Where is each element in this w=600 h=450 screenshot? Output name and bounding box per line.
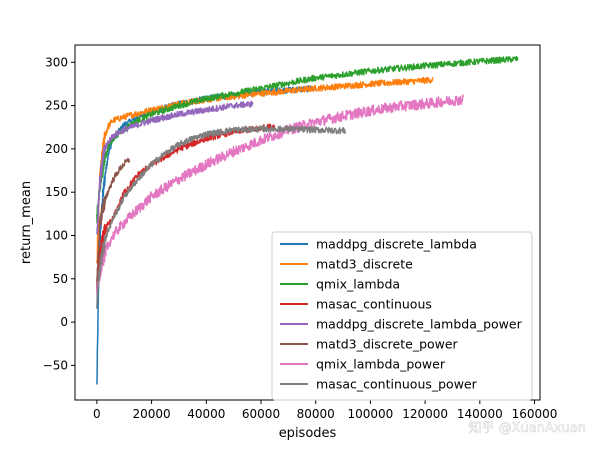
x-axis: 0 20000 40000 60000 80000 100000 120000 140000 1… <box>93 400 557 421</box>
legend-label: qmix_lambda_power <box>316 357 446 372</box>
series-line-qmix_lambda_power <box>96 94 464 295</box>
legend-label: maddpg_discrete_lambda <box>316 237 477 252</box>
x-tick-label: 160000 <box>512 407 558 421</box>
series-layer <box>96 55 519 385</box>
y-axis-label: return_mean <box>19 181 34 264</box>
legend-label: qmix_lambda <box>316 277 400 292</box>
watermark: 知乎 @XuanAxuan <box>468 420 586 436</box>
series-line-matd3_discrete <box>96 76 434 264</box>
y-tick-label: 250 <box>45 99 68 113</box>
y-tick-label: −50 <box>43 358 68 372</box>
series-line-masac_continuous_power <box>96 125 347 309</box>
legend-label: masac_continuous_power <box>316 377 478 392</box>
series-line-qmix_lambda <box>96 55 519 224</box>
legend-label: maddpg_discrete_lambda_power <box>316 317 523 332</box>
legend-label: matd3_discrete <box>316 257 413 272</box>
y-tick-label: 200 <box>45 142 68 156</box>
y-tick-label: 0 <box>60 315 68 329</box>
y-tick-label: 300 <box>45 55 68 69</box>
x-tick-label: 80000 <box>297 407 335 421</box>
y-tick-label: 100 <box>45 228 68 242</box>
legend: maddpg_discrete_lambda matd3_discreteqmix… <box>271 231 533 401</box>
x-tick-label: 60000 <box>242 407 280 421</box>
legend-box <box>271 231 533 401</box>
y-tick-label: 150 <box>45 185 68 199</box>
x-tick-label: 120000 <box>402 407 448 421</box>
x-axis-label: episodes <box>279 426 337 441</box>
x-tick-label: 140000 <box>457 407 503 421</box>
y-tick-label: 50 <box>53 272 68 286</box>
x-tick-label: 100000 <box>348 407 394 421</box>
x-tick-label: 20000 <box>132 407 170 421</box>
x-tick-label: 40000 <box>187 407 225 421</box>
x-tick-label: 0 <box>93 407 101 421</box>
series-line-matd3_discrete_power <box>96 157 131 291</box>
legend-label: masac_continuous <box>316 297 432 312</box>
y-axis: −50 0 50 100 150 200 250 300 <box>43 55 75 372</box>
series-line-maddpg_discrete_lambda_power <box>96 100 254 235</box>
legend-label: matd3_discrete_power <box>316 337 459 352</box>
